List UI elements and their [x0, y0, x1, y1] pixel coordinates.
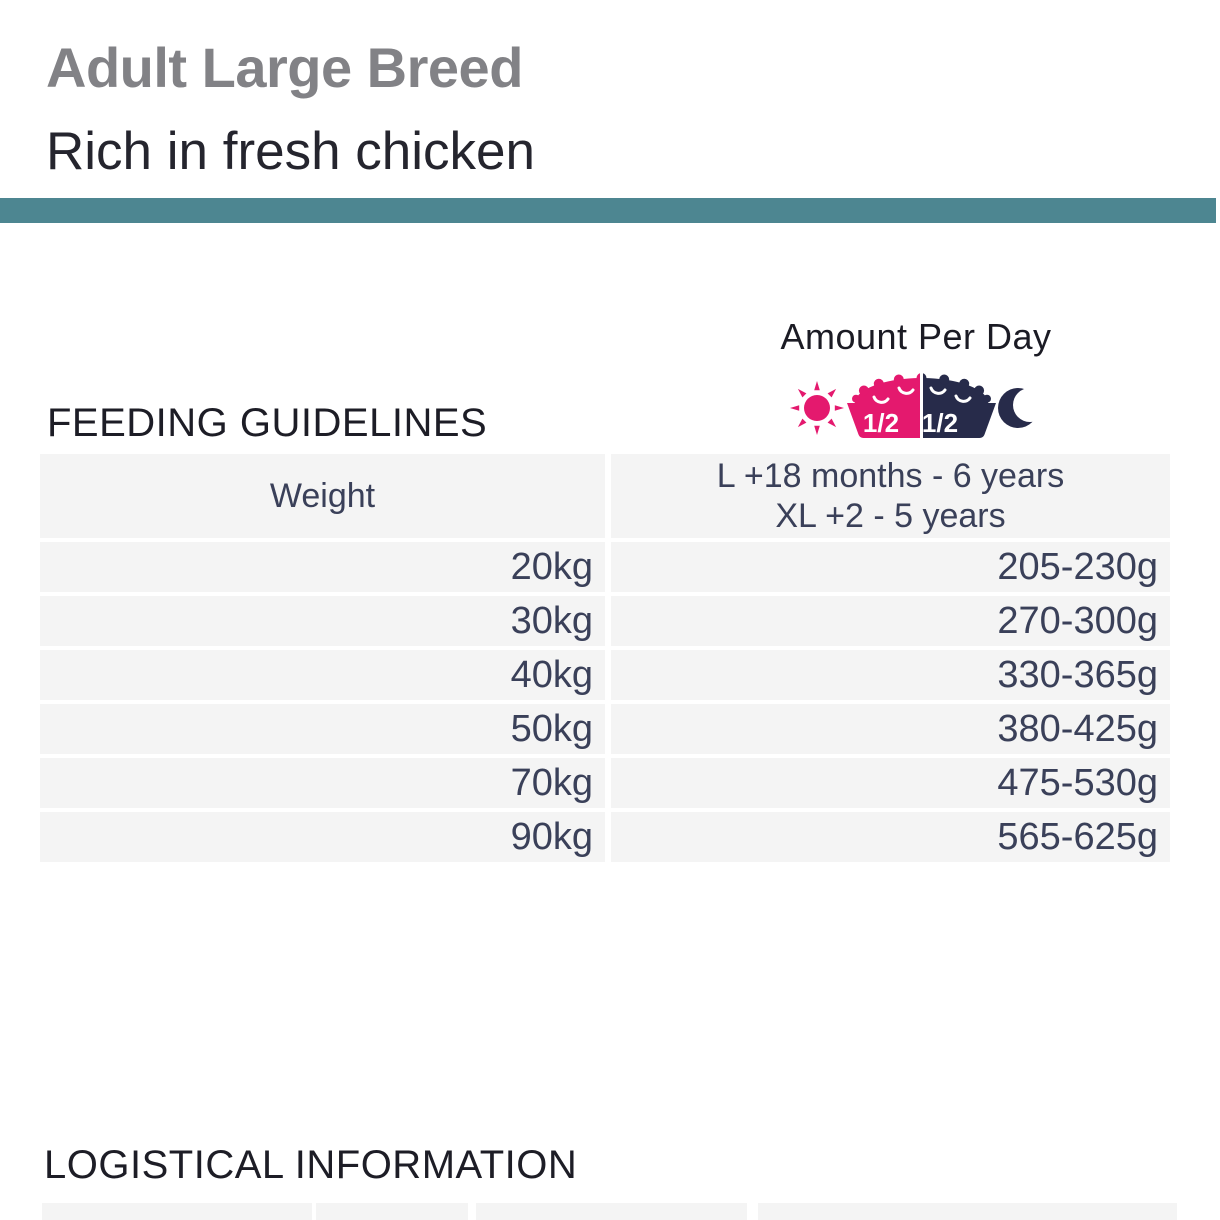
logistical-information-title: LOGISTICAL INFORMATION: [44, 1143, 578, 1187]
amount-cell: 330-365g: [611, 650, 1170, 700]
feeding-guidelines-title: FEEDING GUIDELINES: [47, 401, 488, 445]
amount-cell: 205-230g: [611, 542, 1170, 592]
weight-cell: 30kg: [40, 596, 605, 646]
product-subtitle: Rich in fresh chicken: [46, 122, 535, 181]
amount-header-cell: L +18 months - 6 years XL +2 - 5 years: [611, 454, 1170, 538]
logistics-cell: [42, 1203, 312, 1220]
amount-cell: 475-530g: [611, 758, 1170, 808]
weight-header-label: Weight: [269, 477, 376, 515]
weight-cell: 20kg: [40, 542, 605, 592]
weight-cell: 70kg: [40, 758, 605, 808]
bowl-left-half: 1/2: [847, 373, 920, 438]
bowl-left-fraction: 1/2: [863, 408, 899, 438]
food-bowl-icon: 1/2 1/2: [847, 373, 996, 438]
weight-cell: 40kg: [40, 650, 605, 700]
weight-cell: 90kg: [40, 812, 605, 862]
logistics-cell: [758, 1203, 1177, 1220]
accent-bar: [0, 198, 1216, 223]
amount-per-day-icons: 1/2 1/2: [781, 372, 1051, 444]
bowl-right-fraction: 1/2: [922, 408, 958, 438]
weight-header-cell: Weight: [40, 454, 605, 538]
moon-icon: [998, 388, 1047, 428]
feeding-guidelines-table: Weight L +18 months - 6 years XL +2 - 5 …: [40, 454, 1170, 862]
amount-cell: 380-425g: [611, 704, 1170, 754]
sun-icon: [790, 381, 844, 435]
logistics-cell: [316, 1203, 468, 1220]
amount-header-line2: XL +2 - 5 years: [775, 497, 1006, 535]
product-title: Adult Large Breed: [46, 36, 523, 99]
amount-cell: 565-625g: [611, 812, 1170, 862]
amount-header-line1: L +18 months - 6 years: [716, 457, 1065, 495]
amount-cell: 270-300g: [611, 596, 1170, 646]
logistics-cell: [476, 1203, 747, 1220]
amount-per-day-label: Amount Per Day: [780, 316, 1052, 357]
bowl-right-half: 1/2: [922, 373, 996, 438]
weight-cell: 50kg: [40, 704, 605, 754]
